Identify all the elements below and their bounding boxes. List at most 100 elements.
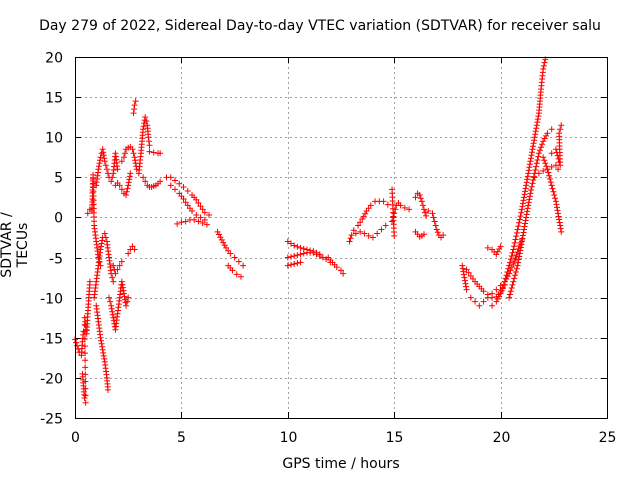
data-point xyxy=(218,236,225,243)
data-point xyxy=(533,122,540,129)
data-point xyxy=(509,281,516,288)
data-point xyxy=(517,244,524,251)
data-point xyxy=(528,149,535,156)
data-point xyxy=(518,209,525,216)
data-point xyxy=(434,229,441,236)
data-point xyxy=(462,280,469,287)
series-arc-r xyxy=(174,216,210,228)
data-point xyxy=(530,177,537,184)
data-point xyxy=(401,204,408,211)
data-point xyxy=(81,343,88,350)
data-point xyxy=(361,230,368,237)
data-point xyxy=(510,260,517,267)
data-point xyxy=(360,213,367,220)
data-point xyxy=(546,172,553,179)
data-point xyxy=(498,287,505,294)
data-point xyxy=(494,296,501,303)
data-point xyxy=(531,137,538,144)
data-point xyxy=(548,182,555,189)
data-point xyxy=(502,275,509,282)
data-point xyxy=(493,251,500,258)
data-point xyxy=(100,149,107,156)
series-arc-b xyxy=(79,278,93,406)
data-point xyxy=(472,298,479,305)
data-point xyxy=(513,229,520,236)
data-point xyxy=(195,218,202,225)
data-point xyxy=(551,191,558,198)
data-point xyxy=(535,113,542,120)
data-point xyxy=(297,244,304,251)
data-point xyxy=(100,352,107,359)
data-point xyxy=(516,250,523,257)
data-point xyxy=(548,126,555,133)
data-point xyxy=(496,245,503,252)
data-point xyxy=(362,210,369,217)
data-point xyxy=(116,262,123,269)
data-point xyxy=(157,150,164,157)
data-point xyxy=(420,231,427,238)
data-point xyxy=(122,299,129,306)
data-point xyxy=(512,268,519,275)
data-point xyxy=(101,355,108,362)
data-point xyxy=(240,262,247,269)
data-point xyxy=(82,378,89,385)
data-point xyxy=(515,256,522,263)
data-point xyxy=(499,284,506,291)
data-point xyxy=(554,207,561,214)
data-point xyxy=(391,232,398,239)
data-point xyxy=(518,206,525,213)
data-point xyxy=(201,209,208,216)
series-arc-af xyxy=(429,210,447,241)
x-tick-label: 15 xyxy=(386,430,404,446)
series-arc-aa xyxy=(357,222,389,241)
data-point xyxy=(557,222,564,229)
data-point xyxy=(284,238,291,245)
data-point xyxy=(522,185,529,192)
data-point xyxy=(525,170,532,177)
data-point xyxy=(347,235,354,242)
data-point xyxy=(548,150,555,157)
data-point xyxy=(110,262,117,269)
data-point xyxy=(528,187,535,194)
data-point xyxy=(545,169,552,176)
data-point xyxy=(420,206,427,213)
series-arc-k xyxy=(125,243,138,257)
data-point xyxy=(287,253,294,260)
data-point xyxy=(140,123,147,130)
data-point xyxy=(116,182,123,189)
data-point xyxy=(524,176,531,183)
data-point xyxy=(505,265,512,272)
data-point xyxy=(548,163,555,170)
data-point xyxy=(172,186,179,193)
data-point xyxy=(504,268,511,275)
series-arc-j xyxy=(118,143,140,173)
chart-title: Day 279 of 2022, Sidereal Day-to-day VTE… xyxy=(39,18,601,34)
data-point xyxy=(530,143,537,150)
data-point xyxy=(112,270,119,277)
data-point xyxy=(522,220,529,227)
data-point xyxy=(518,241,525,248)
data-point xyxy=(97,246,104,253)
data-point xyxy=(101,230,108,237)
data-point xyxy=(557,225,564,232)
data-point xyxy=(340,270,347,277)
y-tick-label: 5 xyxy=(54,171,63,187)
data-point xyxy=(528,183,535,190)
data-point xyxy=(126,176,133,183)
y-tick-label: 0 xyxy=(54,211,63,227)
data-point xyxy=(419,202,426,209)
data-point xyxy=(509,249,516,256)
data-point xyxy=(199,220,206,227)
data-point xyxy=(167,174,174,181)
data-point xyxy=(522,188,529,195)
series-arc-t xyxy=(225,262,244,280)
data-point xyxy=(500,281,507,288)
data-point xyxy=(369,234,376,241)
data-point xyxy=(73,339,80,346)
data-point xyxy=(82,371,89,378)
data-point xyxy=(284,262,291,269)
data-point xyxy=(338,267,344,274)
series-arc-o xyxy=(146,148,164,157)
data-point xyxy=(167,182,174,189)
data-point xyxy=(532,166,539,173)
